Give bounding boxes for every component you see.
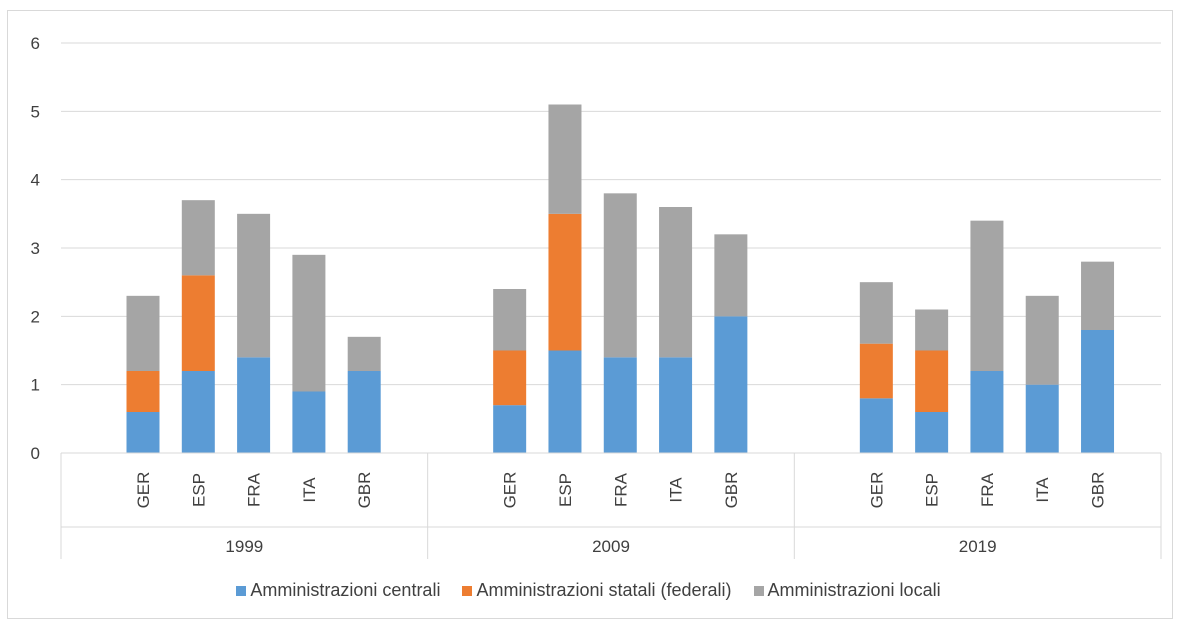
bar-2019-ESP-series-0 bbox=[915, 412, 949, 453]
x-category-label-1999-ITA: ITA bbox=[300, 477, 319, 503]
legend-item-centrali: Amministrazioni centrali bbox=[236, 580, 440, 601]
legend-swatch-locali bbox=[753, 585, 764, 596]
legend-swatch-centrali bbox=[236, 585, 247, 596]
x-category-label-2019-GER: GER bbox=[867, 472, 886, 509]
bar-2009-ESP-series-2 bbox=[548, 104, 582, 214]
bar-2019-FRA-series-0 bbox=[970, 371, 1004, 453]
x-group-label-1999: 1999 bbox=[225, 537, 263, 556]
x-category-label-2019-FRA: FRA bbox=[978, 472, 997, 507]
bar-2009-GER-series-0 bbox=[493, 405, 527, 453]
y-tick-label-3: 3 bbox=[31, 239, 40, 258]
bar-2009-ITA-series-2 bbox=[659, 207, 693, 358]
bar-2009-GER-series-2 bbox=[493, 289, 527, 351]
bar-1999-GER-series-1 bbox=[126, 371, 160, 412]
bar-2019-GBR-series-0 bbox=[1081, 330, 1115, 453]
bar-2009-GBR-series-0 bbox=[714, 316, 748, 453]
bar-1999-ITA-series-2 bbox=[292, 254, 326, 392]
x-category-label-2019-ITA: ITA bbox=[1033, 477, 1052, 503]
bar-2009-ITA-series-0 bbox=[659, 357, 693, 453]
bar-2019-GER-series-0 bbox=[859, 398, 893, 453]
x-category-label-2009-GER: GER bbox=[501, 472, 520, 509]
y-tick-label-5: 5 bbox=[31, 102, 40, 121]
x-category-label-1999-ESP: ESP bbox=[189, 473, 208, 507]
bar-2009-FRA-series-2 bbox=[603, 193, 637, 358]
y-tick-label-0: 0 bbox=[31, 444, 40, 463]
legend-label-centrali: Amministrazioni centrali bbox=[250, 580, 441, 600]
y-axis: 0 1 2 3 4 5 6 bbox=[31, 34, 40, 463]
x-category-label-1999-GER: GER bbox=[134, 472, 153, 509]
x-category-label-1999-GBR: GBR bbox=[355, 472, 374, 509]
bar-2019-ITA-series-0 bbox=[1025, 384, 1059, 453]
bar-1999-ESP-series-2 bbox=[181, 200, 215, 276]
bar-2019-GER-series-1 bbox=[859, 343, 893, 399]
bar-2009-GER-series-1 bbox=[493, 350, 527, 406]
bar-2009-FRA-series-0 bbox=[603, 357, 637, 453]
bar-1999-GER-series-2 bbox=[126, 295, 160, 371]
x-category-label-2009-FRA: FRA bbox=[611, 472, 630, 507]
bar-2019-FRA-series-2 bbox=[970, 220, 1004, 371]
bar-2009-GBR-series-2 bbox=[714, 234, 748, 317]
bar-2019-ESP-series-2 bbox=[915, 309, 949, 351]
legend: Amministrazioni centrali Amministrazioni… bbox=[0, 580, 1177, 601]
x-axis: GER ESP FRA ITA GBR GER ESP FRA ITA GBR GER ESP FRA I… bbox=[60, 452, 1162, 559]
y-tick-label-1: 1 bbox=[31, 376, 40, 395]
bar-2019-ESP-series-1 bbox=[915, 350, 949, 412]
bar-1999-GBR-series-2 bbox=[347, 336, 381, 371]
bar-1999-ESP-series-1 bbox=[181, 275, 215, 371]
chart-frame bbox=[7, 10, 1173, 619]
bar-1999-GER-series-0 bbox=[126, 412, 160, 453]
bar-2019-GBR-series-2 bbox=[1081, 261, 1115, 330]
x-group-label-2009: 2009 bbox=[592, 537, 630, 556]
x-category-label-2009-ESP: ESP bbox=[556, 473, 575, 507]
bars bbox=[126, 104, 1115, 453]
x-category-label-2009-ITA: ITA bbox=[667, 477, 686, 503]
legend-item-locali: Amministrazioni locali bbox=[753, 580, 941, 601]
bar-1999-FRA-series-0 bbox=[237, 357, 271, 453]
bar-1999-ITA-series-0 bbox=[292, 391, 326, 453]
y-tick-label-6: 6 bbox=[31, 34, 40, 53]
bar-1999-ESP-series-0 bbox=[181, 371, 215, 453]
legend-item-statali: Amministrazioni statali (federali) bbox=[462, 580, 732, 601]
x-category-label-2019-GBR: GBR bbox=[1089, 472, 1108, 509]
legend-swatch-statali bbox=[462, 585, 473, 596]
bar-1999-FRA-series-2 bbox=[237, 213, 271, 358]
bar-2009-ESP-series-0 bbox=[548, 350, 582, 453]
x-category-label-1999-FRA: FRA bbox=[245, 472, 264, 507]
y-tick-label-4: 4 bbox=[31, 171, 40, 190]
legend-label-statali: Amministrazioni statali (federali) bbox=[476, 580, 732, 600]
x-group-label-2019: 2019 bbox=[959, 537, 997, 556]
bar-2009-ESP-series-1 bbox=[548, 213, 582, 351]
x-category-label-2009-GBR: GBR bbox=[722, 472, 741, 509]
bar-2019-ITA-series-2 bbox=[1025, 295, 1059, 385]
x-category-label-2019-ESP: ESP bbox=[923, 473, 942, 507]
y-tick-label-2: 2 bbox=[31, 307, 40, 326]
legend-label-locali: Amministrazioni locali bbox=[767, 580, 941, 600]
bar-2019-GER-series-2 bbox=[859, 282, 893, 344]
bar-1999-GBR-series-0 bbox=[347, 371, 381, 453]
